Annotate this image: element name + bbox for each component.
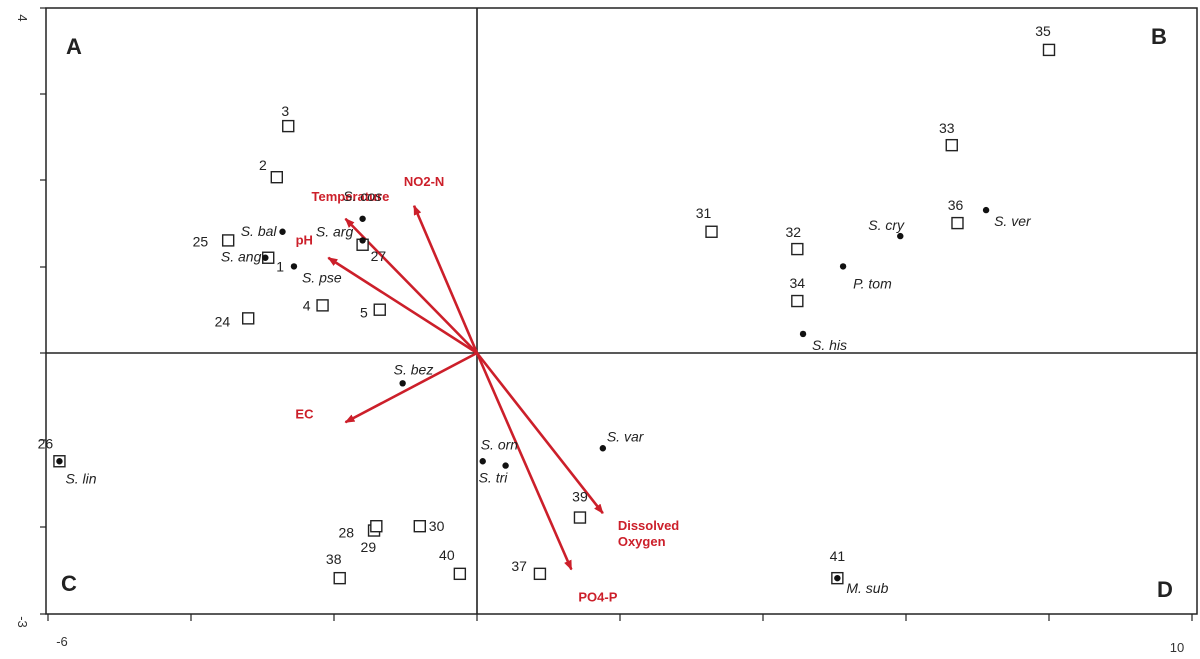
env-label-no2-n: NO2-N [404, 174, 444, 189]
site-label-30: 30 [429, 518, 445, 534]
env-vector-ec [344, 351, 478, 424]
species-label-m-sub: M. sub [846, 580, 888, 596]
site-label-25: 25 [193, 233, 209, 249]
env-vector-no2-n [412, 204, 479, 354]
site-label-1: 1 [276, 259, 284, 275]
quadrant-label-c: C [61, 571, 77, 596]
species-point-m-sub [834, 574, 841, 582]
species-point-s-pse [290, 263, 298, 270]
y-tick-label-top: 4 [15, 14, 30, 21]
site-label-28: 28 [338, 525, 354, 541]
site-label-3: 3 [281, 103, 289, 119]
site-label-39: 39 [572, 489, 588, 505]
site-label-41: 41 [830, 548, 846, 564]
site-marker-40 [453, 567, 467, 581]
site-marker-34 [791, 294, 804, 308]
species-label-s-orn: S. orn [481, 436, 519, 452]
site-marker-3 [282, 119, 295, 133]
site-marker-5 [373, 303, 386, 316]
env-vector-ph [327, 256, 478, 355]
site-label-27: 27 [371, 248, 387, 264]
axis-ticks [40, 7, 1193, 621]
site-marker-30 [413, 520, 426, 533]
site-label-4: 4 [303, 297, 311, 313]
species-point-p-tom [839, 263, 847, 270]
species-point-s-cry [897, 232, 904, 240]
site-marker-39 [573, 511, 587, 524]
species-point-s-lin [56, 458, 63, 465]
species-point-s-var [599, 445, 607, 452]
env-vector-dissolved-oxygen [475, 352, 604, 515]
env-label-po4-p: PO4-P [578, 590, 617, 605]
site-marker-32 [791, 242, 804, 256]
site-marker-36 [951, 216, 964, 230]
species-label-s-his: S. his [812, 337, 847, 353]
x-tick-label-left: -6 [56, 634, 68, 649]
y-tick-label-bottom: -3 [15, 616, 30, 628]
site-label-2: 2 [259, 157, 267, 173]
site-label-36: 36 [948, 197, 964, 213]
env-vector-po4-p [475, 352, 573, 571]
species-label-s-lin: S. lin [65, 470, 96, 486]
species-point-s-his [799, 330, 807, 338]
site-marker-33 [945, 138, 958, 152]
plot-frame [45, 7, 1198, 615]
species-label-s-ver: S. ver [994, 213, 1032, 229]
species-point-s-tri [502, 462, 509, 469]
species-label-s-ang: S. ang [221, 249, 262, 265]
site-label-32: 32 [786, 224, 802, 240]
env-label-ph: pH [296, 233, 313, 248]
species-label-s-bal: S. bal [241, 223, 278, 239]
site-marker-2 [270, 171, 283, 184]
site-marker-4 [316, 299, 329, 312]
env-label-temperature: Temperature [312, 189, 390, 204]
species-label-s-cry: S. cry [868, 217, 905, 233]
site-label-29: 29 [361, 539, 377, 555]
species-label-s-bez: S. bez [394, 361, 434, 377]
site-label-33: 33 [939, 120, 955, 136]
env-label-dissolved-oxygen: Dissolved Oxygen [618, 518, 679, 549]
quadrant-label-a: A [66, 34, 82, 59]
site-label-38: 38 [326, 551, 342, 567]
site-label-5: 5 [360, 305, 368, 321]
site-marker-25 [221, 234, 235, 247]
species-point-s-arg [359, 237, 366, 244]
site-marker-29 [370, 520, 383, 533]
site-marker-31 [705, 225, 718, 238]
species-point-s-bez [399, 380, 406, 387]
species-label-s-pse: S. pse [302, 269, 342, 285]
site-marker-37 [533, 567, 547, 581]
env-label-ec: EC [295, 406, 314, 421]
species-label-p-tom: P. tom [853, 275, 892, 291]
environmental-vectors: NO2-N Temperature pH EC Dissolved Oxygen PO4-P [295, 174, 679, 605]
species-label-s-arg: S. arg [316, 223, 354, 239]
site-label-35: 35 [1035, 23, 1051, 39]
species-points: S. cos S. arg S. bal S. ang S. pse S. bez S. l… [56, 188, 1032, 596]
species-label-s-cos: S. cos [343, 188, 382, 204]
site-label-26: 26 [38, 435, 54, 451]
site-marker-24 [241, 312, 255, 325]
site-marker-38 [333, 571, 346, 585]
species-label-s-var: S. var [607, 428, 645, 444]
site-label-40: 40 [439, 547, 455, 563]
species-point-s-ang [262, 254, 269, 261]
site-label-34: 34 [790, 275, 806, 291]
site-label-37: 37 [511, 558, 527, 574]
site-label-31: 31 [696, 205, 712, 221]
species-point-s-ver [982, 206, 990, 214]
species-point-s-cos [359, 215, 366, 222]
quadrant-label-d: D [1157, 577, 1173, 602]
species-point-s-bal [279, 228, 286, 235]
quadrant-label-b: B [1151, 24, 1167, 49]
species-label-s-tri: S. tri [479, 470, 509, 486]
species-point-s-orn [479, 458, 486, 465]
site-marker-35 [1042, 43, 1056, 57]
site-label-24: 24 [215, 313, 231, 329]
x-tick-label-right: 10 [1170, 640, 1184, 655]
